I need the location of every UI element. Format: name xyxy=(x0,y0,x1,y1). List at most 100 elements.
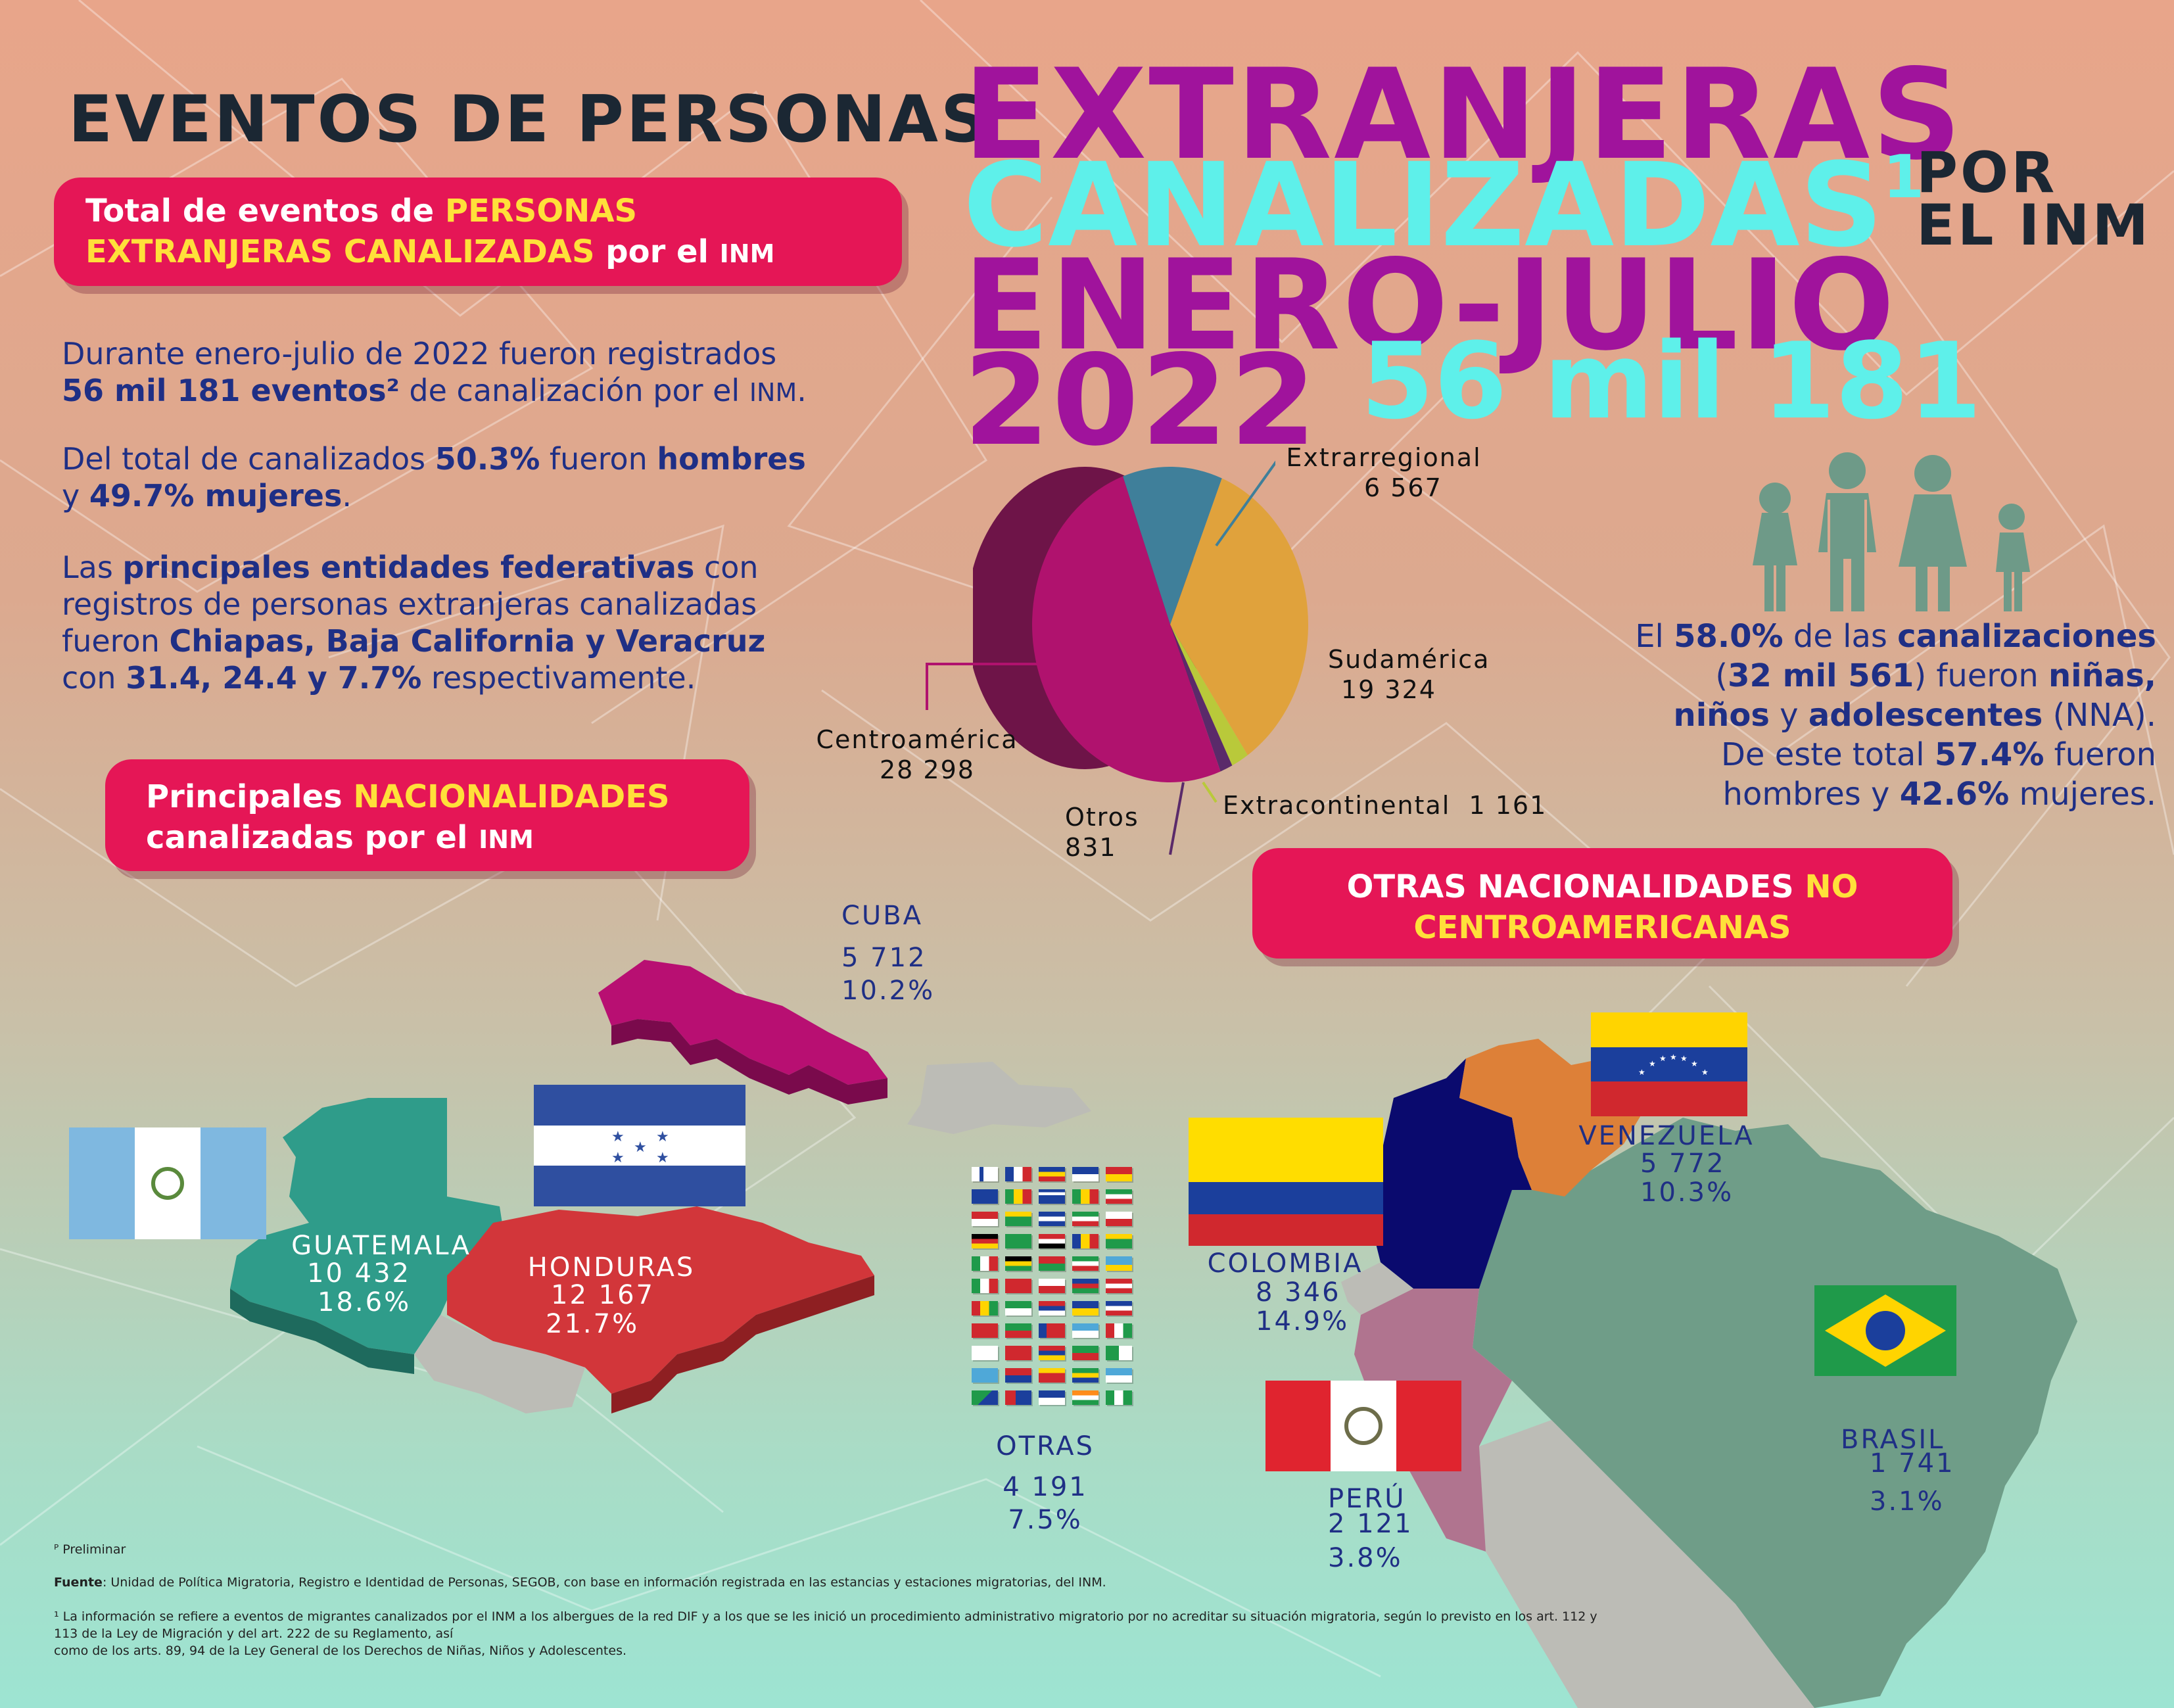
intro-p2-c: fueron xyxy=(540,441,657,477)
pie-slice-sudamrica xyxy=(1170,478,1308,755)
venezuela-flag-icon: ★★★ ★ ★★★ xyxy=(1591,1012,1747,1116)
intro-paragraph-1: Durante enero-julio de 2022 fueron regis… xyxy=(62,335,884,411)
label-colombia-name: COLOMBIA xyxy=(1207,1248,1363,1279)
label-extracontinental-value: 1 161 xyxy=(1469,791,1548,820)
box-total-p1: Total de eventos de xyxy=(85,193,445,229)
map-hispaniola xyxy=(907,1062,1091,1134)
svg-text:★: ★ xyxy=(656,1129,669,1145)
pie-slice-centroamrica xyxy=(1032,476,1221,782)
leader-extrarregional xyxy=(1215,460,1275,547)
label-otras: OTRAS 4 191 7.5% xyxy=(973,1430,1118,1536)
label-sudamerica-value: 19 324 xyxy=(1341,675,1436,704)
nna-a: El xyxy=(1635,618,1674,655)
svg-text:★: ★ xyxy=(1691,1059,1698,1068)
label-otros: Otros 831 xyxy=(1065,802,1139,863)
label-venezuela-value: 5 772 xyxy=(1640,1149,1726,1179)
pie-chart-regiones xyxy=(973,467,1308,782)
nna-i: niños xyxy=(1673,697,1770,734)
svg-text:★: ★ xyxy=(634,1139,647,1156)
pie-slice-extracontinental xyxy=(1170,625,1248,766)
note-fuente-label: Fuente xyxy=(54,1575,103,1590)
label-peru-pct: 3.8% xyxy=(1328,1543,1403,1573)
intro-p3-g: con xyxy=(62,660,126,696)
label-honduras-value: 12 167 xyxy=(551,1280,655,1310)
title-total: 56 mil 181 xyxy=(1361,320,1982,442)
svg-text:★: ★ xyxy=(611,1150,625,1166)
box-total-p5: INM xyxy=(719,239,775,268)
note-1-line2: como de los arts. 89, 94 de la Ley Gener… xyxy=(54,1644,627,1658)
title-el-inm: EL INM xyxy=(1916,193,2152,258)
svg-text:★: ★ xyxy=(611,1129,625,1145)
label-otras-value: 4 191 xyxy=(1003,1472,1088,1502)
label-guatemala-name: GUATEMALA xyxy=(291,1231,471,1261)
nna-e: ( xyxy=(1715,657,1728,694)
label-brasil-value: 1 741 xyxy=(1870,1448,1955,1479)
nna-b: 58.0% xyxy=(1674,618,1784,655)
nna-d: canalizaciones xyxy=(1897,618,2156,655)
label-extrarregional-value: 6 567 xyxy=(1364,473,1442,502)
label-guatemala-value: 10 432 xyxy=(307,1258,411,1289)
label-cuba: CUBA 5 712 10.2% xyxy=(841,899,935,1007)
intro-p1-c: de canalización por el xyxy=(399,373,749,408)
label-venezuela: VENEZUELA 5 772 10.3% xyxy=(1568,1120,1765,1209)
box-nac-p3: canalizadas por el xyxy=(146,819,479,856)
nna-n: 57.4% xyxy=(1934,736,2044,773)
leader-otros xyxy=(1169,782,1185,855)
label-otras-name: OTRAS xyxy=(996,1431,1095,1461)
label-venezuela-name: VENEZUELA xyxy=(1578,1121,1755,1151)
box-nac-p4: INM xyxy=(479,825,534,854)
map-colombia xyxy=(1367,1058,1532,1289)
colombia-flag-icon xyxy=(1189,1118,1383,1246)
intro-p3-b: principales entidades federativas xyxy=(122,550,695,585)
box-nac-p2: NACIONALIDADES xyxy=(353,778,670,815)
note-fuente: Fuente: Unidad de Política Migratoria, R… xyxy=(54,1574,1566,1591)
intro-paragraph-2: Del total de canalizados 50.3% fueron ho… xyxy=(62,440,884,514)
nna-c: de las xyxy=(1783,618,1898,655)
note-1: ¹ La información se refiere a eventos de… xyxy=(54,1608,1599,1659)
title-line1: EVENTOS DE PERSONAS xyxy=(68,82,990,157)
label-centroamerica: Centroamérica 28 298 xyxy=(809,724,1026,785)
nna-f: 32 mil 561 xyxy=(1728,657,1914,694)
label-peru-name: PERÚ xyxy=(1328,1484,1406,1514)
nna-j: y xyxy=(1769,697,1808,734)
label-centroamerica-name: Centroamérica xyxy=(816,725,1018,754)
box-otras-p1: OTRAS NACIONALIDADES xyxy=(1346,868,1805,905)
svg-text:★: ★ xyxy=(1701,1068,1709,1077)
label-brasil: BRASIL 1 741 3.1% xyxy=(1841,1423,1955,1518)
leader-extracontinental xyxy=(1202,781,1217,803)
nna-k: adolescentes xyxy=(1808,697,2043,734)
label-colombia-pct: 14.9% xyxy=(1256,1306,1350,1337)
label-honduras: HONDURAS 12 167 21.7% xyxy=(513,1251,710,1340)
map-el-salvador xyxy=(414,1315,585,1413)
svg-text:★: ★ xyxy=(1670,1053,1677,1062)
intro-p2-g: . xyxy=(342,478,352,513)
map-central-america xyxy=(230,960,1091,1413)
label-peru-value: 2 121 xyxy=(1328,1509,1413,1539)
label-otras-pct: 7.5% xyxy=(1008,1505,1083,1535)
svg-text:★: ★ xyxy=(1649,1059,1656,1068)
label-guatemala: GUATEMALA 10 432 18.6% xyxy=(273,1229,490,1319)
map-guatemala xyxy=(230,1098,506,1354)
intro-p1-d: INM xyxy=(749,378,797,407)
label-guatemala-pct: 18.6% xyxy=(318,1287,412,1317)
label-extracontinental-name: Extracontinental xyxy=(1223,791,1451,820)
peru-flag-icon xyxy=(1265,1381,1461,1471)
nna-h: niñas, xyxy=(2048,657,2156,694)
label-peru: PERÚ 2 121 3.8% xyxy=(1328,1483,1413,1575)
intro-p1-e: . xyxy=(797,373,807,408)
box-principales-nacionalidades: Principales NACIONALIDADES canalizadas p… xyxy=(105,759,749,871)
nna-text: El 58.0% de las canalizaciones (32 mil 5… xyxy=(1565,617,2156,814)
label-brasil-name: BRASIL xyxy=(1841,1425,1945,1455)
intro-p2-e: y xyxy=(62,478,89,513)
pie-slice-extrarregional xyxy=(1122,467,1222,625)
intro-p2-b: 50.3% xyxy=(435,441,540,477)
title-canalizadas-text: CANALIZADAS xyxy=(963,138,1883,273)
guatemala-flag-icon xyxy=(69,1127,266,1239)
note-fuente-text: : Unidad de Política Migratoria, Registr… xyxy=(102,1575,1106,1590)
intro-p3-d: registros de personas extranjeras canali… xyxy=(62,586,757,622)
map-brasil xyxy=(1473,1118,2077,1708)
family-icon xyxy=(1753,452,2030,611)
box-total-p3: EXTRANJERAS CANALIZADAS xyxy=(85,233,595,270)
map-south-america xyxy=(1341,1039,2077,1708)
title-extranjeras: EXTRANJERAS xyxy=(963,42,1964,187)
